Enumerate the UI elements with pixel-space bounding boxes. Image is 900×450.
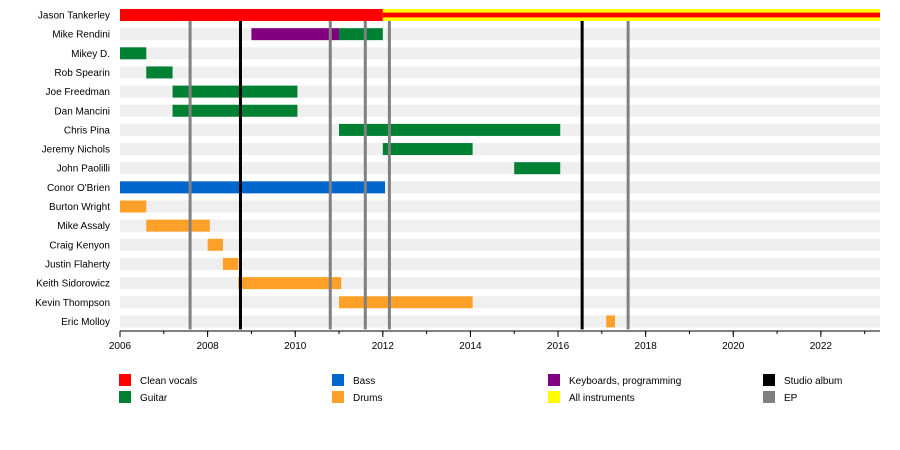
row-stripe-keith-sidorowicz: [120, 277, 880, 290]
bar-craig-kenyon-drums: [207, 238, 223, 251]
bar-chris-pina-guitar: [339, 123, 561, 136]
bar-mike-assaly-drums: [146, 219, 210, 232]
member-label-jason-tankerley: Jason Tankerley: [38, 11, 110, 22]
row-stripe-mike-assaly: [120, 219, 880, 232]
member-label-joe-freedman: Joe Freedman: [46, 87, 110, 98]
bar-jason-tankerley-clean-vocals: [120, 9, 383, 21]
row-stripe-eric-molloy: [120, 315, 880, 328]
member-label-john-paolilli: John Paolilli: [57, 164, 110, 175]
x-tick-label-2008: 2008: [196, 341, 219, 352]
legend-swatch-guitar: [119, 391, 131, 403]
release-lines: [188, 21, 630, 330]
row-stripe-mikey-d: [120, 47, 880, 60]
row-stripe-mike-rendini: [120, 28, 880, 41]
legend-swatch-all-instruments: [548, 391, 560, 403]
x-tick-label-2022: 2022: [810, 341, 833, 352]
bar-burton-wright-drums: [120, 200, 147, 213]
legend-swatch-bass: [332, 374, 344, 386]
legend-label-drums: Drums: [353, 393, 382, 404]
row-stripe-jeremy-nichols: [120, 143, 880, 156]
member-label-rob-spearin: Rob Spearin: [54, 68, 110, 79]
member-label-craig-kenyon: Craig Kenyon: [49, 240, 110, 251]
x-tick-label-2006: 2006: [109, 341, 132, 352]
row-stripes: [120, 9, 880, 328]
legend-label-keyboards: Keyboards, programming: [569, 376, 681, 387]
member-label-keith-sidorowicz: Keith Sidorowicz: [36, 279, 110, 290]
row-stripe-joe-freedman: [120, 85, 880, 98]
row-stripe-rob-spearin: [120, 66, 880, 79]
bar-conor-o-brien-bass: [120, 181, 386, 194]
legend-swatch-ep: [763, 391, 775, 403]
legend: Clean vocals Guitar Bass Drums Keyboards, pr…: [119, 374, 842, 404]
member-label-mike-assaly: Mike Assaly: [57, 221, 110, 232]
legend-swatch-drums: [332, 391, 344, 403]
legend-swatch-studio-album: [763, 374, 775, 386]
bar-joe-freedman-guitar: [172, 85, 298, 98]
member-bars: [120, 9, 880, 328]
legend-label-all-instruments: All instruments: [569, 393, 635, 404]
row-stripe-burton-wright: [120, 200, 880, 213]
member-label-justin-flaherty: Justin Flaherty: [45, 259, 110, 270]
member-label-chris-pina: Chris Pina: [64, 125, 111, 136]
member-label-conor-o-brien: Conor O'Brien: [47, 183, 110, 194]
row-stripe-kevin-thompson: [120, 296, 880, 309]
member-label-kevin-thompson: Kevin Thompson: [35, 298, 110, 309]
bar-rob-spearin-guitar: [146, 66, 173, 79]
bar-eric-molloy-drums: [606, 315, 615, 328]
row-stripe-craig-kenyon: [120, 238, 880, 251]
x-tick-label-2014: 2014: [459, 341, 482, 352]
member-label-eric-molloy: Eric Molloy: [61, 317, 110, 328]
bar-justin-flaherty-drums: [222, 257, 239, 270]
bar-jason-tankerley-clean-vocals-inner: [382, 12, 880, 18]
member-label-jeremy-nichols: Jeremy Nichols: [42, 145, 110, 156]
bar-mike-rendini-keyboards: [251, 28, 340, 41]
bar-mikey-d-guitar: [120, 47, 147, 60]
member-label-dan-mancini: Dan Mancini: [54, 106, 110, 117]
row-stripe-dan-mancini: [120, 104, 880, 117]
row-stripe-john-paolilli: [120, 162, 880, 175]
x-axis: 2006 2008 2010 2012 2014 2016 2018 2020 2022: [109, 330, 880, 352]
bar-jeremy-nichols-guitar: [382, 143, 473, 156]
legend-swatch-keyboards: [548, 374, 560, 386]
bar-keith-sidorowicz-drums: [238, 277, 342, 290]
member-label-mikey-d: Mikey D.: [71, 49, 110, 60]
x-tick-label-2018: 2018: [635, 341, 658, 352]
legend-label-bass: Bass: [353, 376, 375, 387]
member-label-mike-rendini: Mike Rendini: [52, 30, 110, 41]
legend-label-clean-vocals: Clean vocals: [140, 376, 197, 387]
legend-label-ep: EP: [784, 393, 798, 404]
member-labels: Jason Tankerley Mike Rendini Mikey D. Rob S…: [35, 11, 110, 328]
x-tick-label-2010: 2010: [284, 341, 307, 352]
bar-dan-mancini-guitar: [172, 104, 298, 117]
bar-john-paolilli-guitar: [514, 162, 561, 175]
row-stripe-justin-flaherty: [120, 257, 880, 270]
member-label-burton-wright: Burton Wright: [49, 202, 110, 213]
x-tick-label-2020: 2020: [722, 341, 745, 352]
bar-mike-rendini-guitar: [339, 28, 383, 41]
legend-label-guitar: Guitar: [140, 393, 168, 404]
legend-swatch-clean-vocals: [119, 374, 131, 386]
bar-kevin-thompson-drums: [339, 296, 473, 309]
x-tick-label-2016: 2016: [547, 341, 570, 352]
x-tick-label-2012: 2012: [372, 341, 395, 352]
legend-label-studio-album: Studio album: [784, 376, 842, 387]
